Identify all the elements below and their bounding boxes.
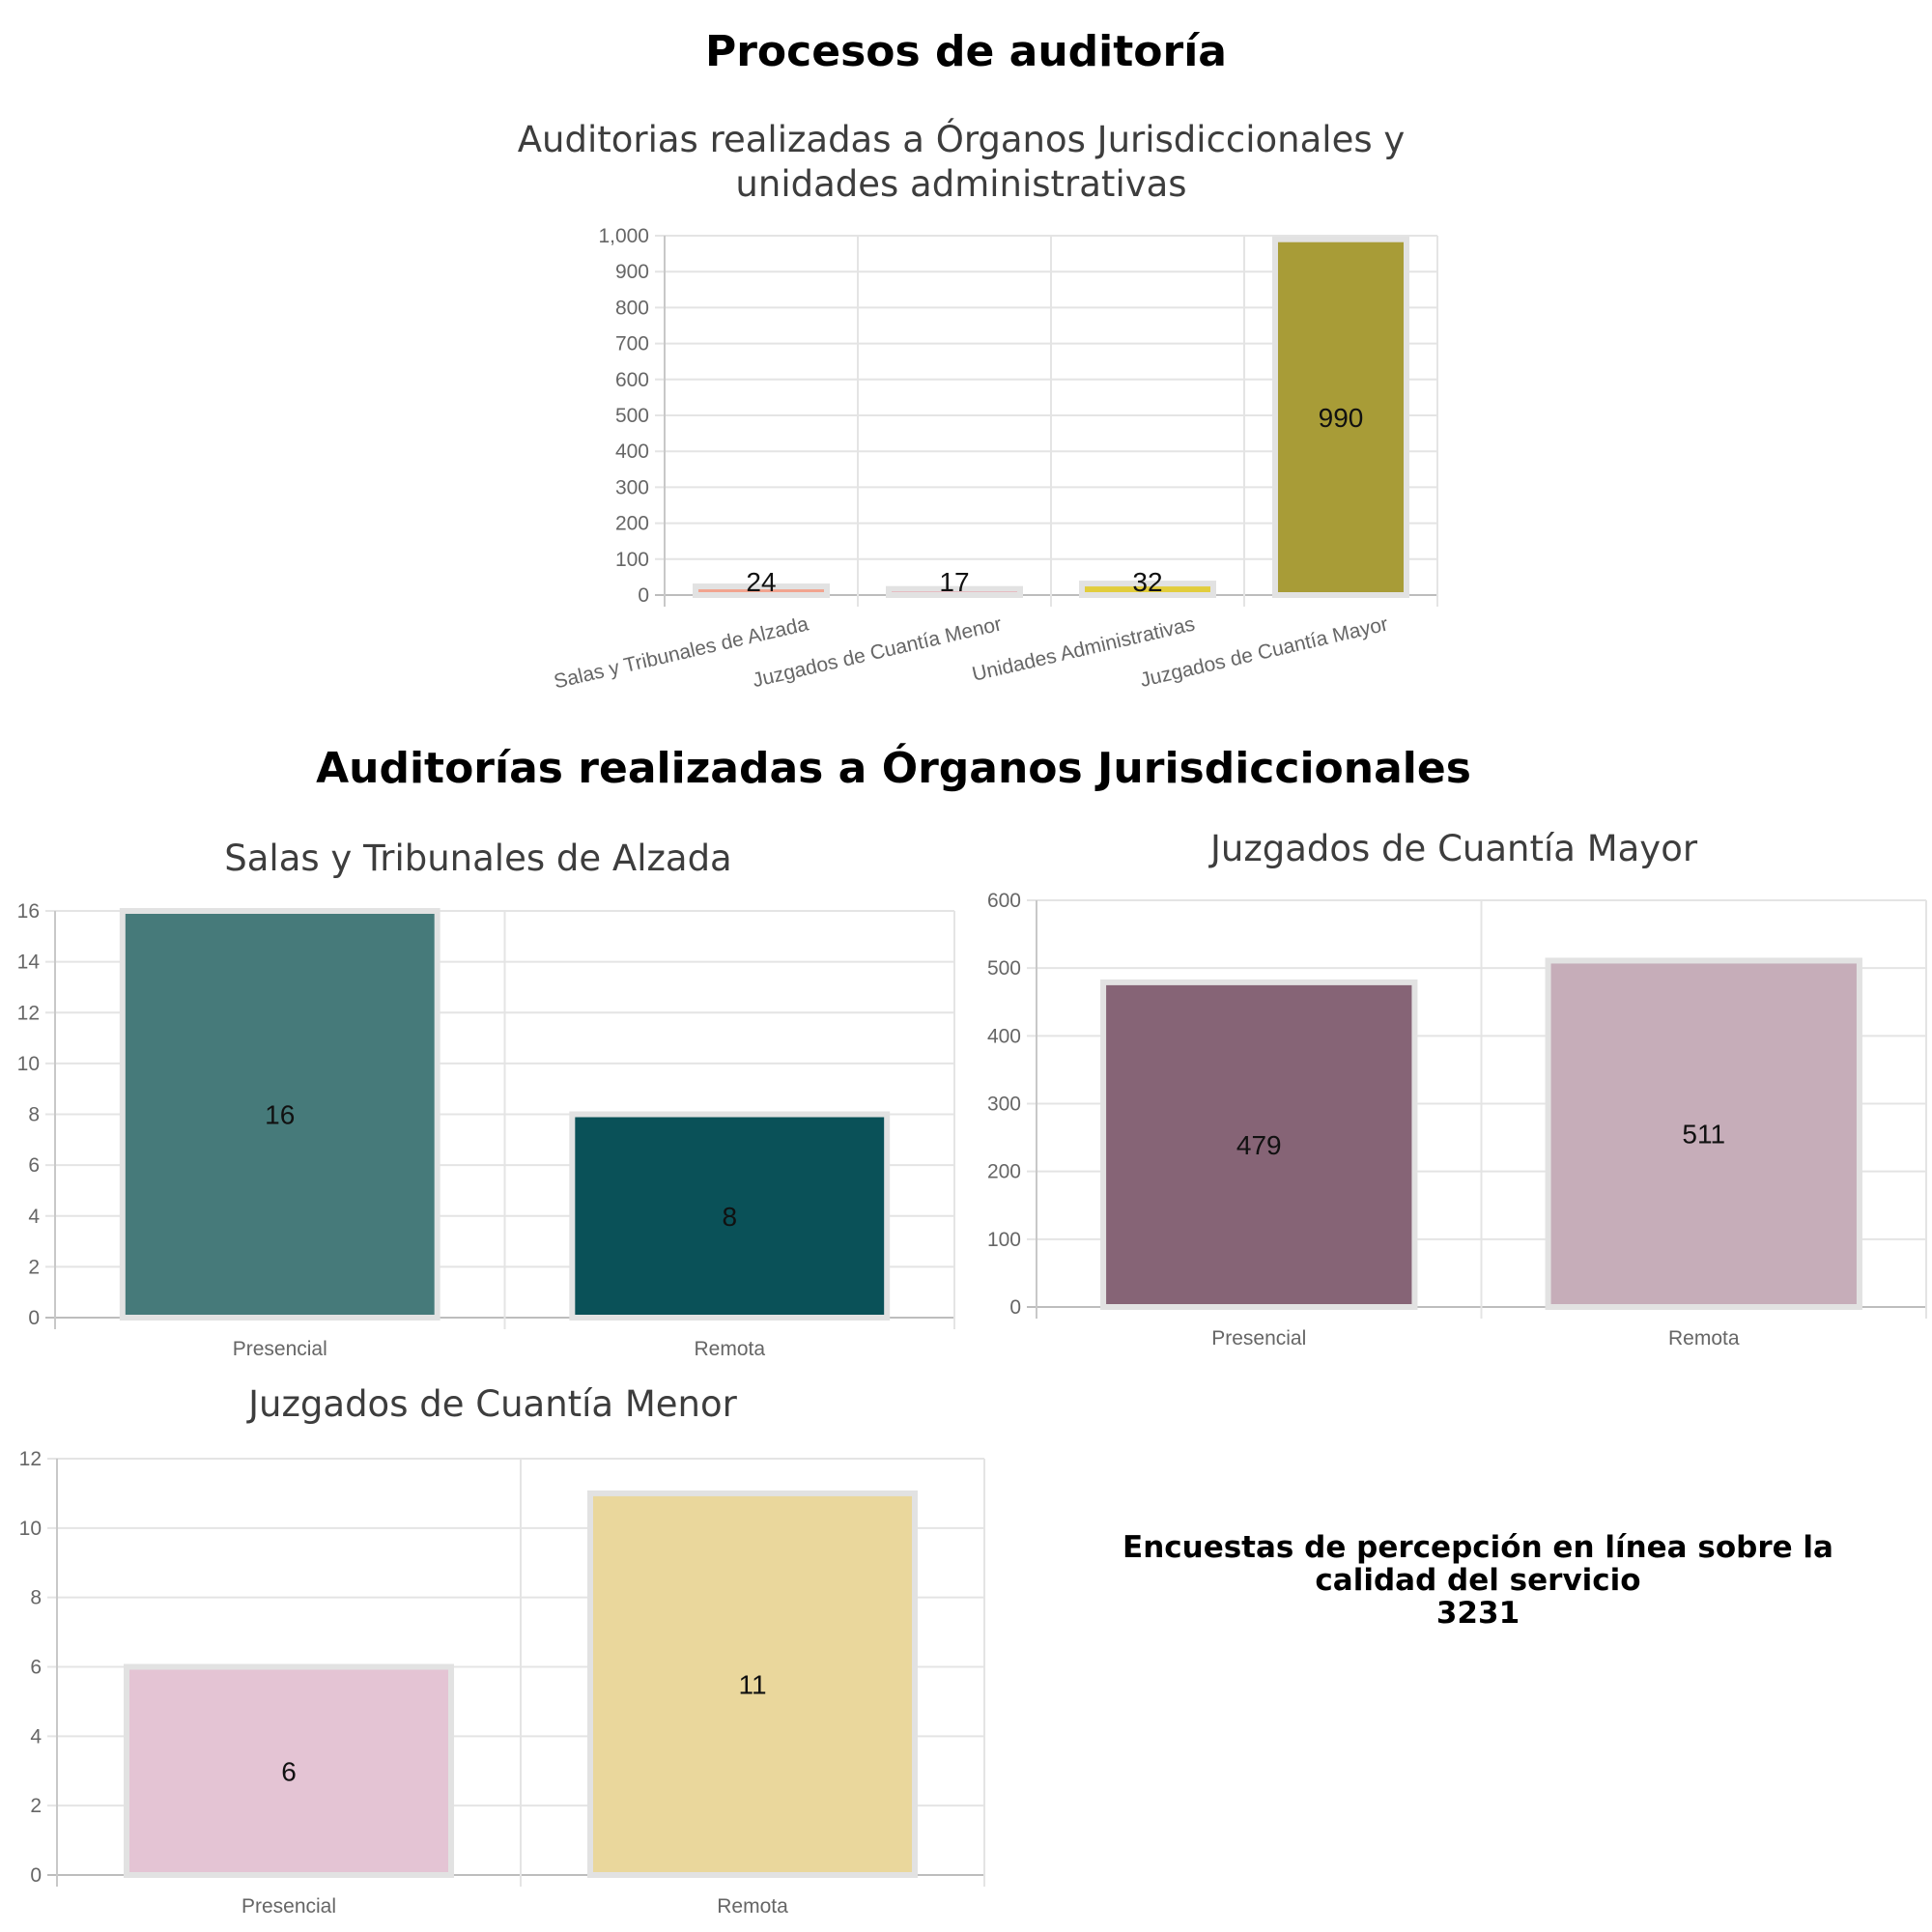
mayor-y-tick-label: 400 [987,1025,1021,1047]
overview-y-tick-label: 100 [615,549,649,571]
mayor-data-label: 511 [1682,1120,1725,1150]
mayor-data-label: 479 [1236,1130,1282,1160]
overview-data-label: 990 [1319,403,1364,433]
alzada-y-tick-label: 4 [28,1206,40,1228]
overview-data-label: 17 [939,567,969,597]
survey-label-line2: calidad del servicio [1315,1563,1641,1598]
mayor-x-tick-label: Remota [1668,1327,1740,1350]
menor-bar [124,1663,454,1878]
overview-y-tick-label: 1,000 [598,225,649,247]
alzada-y-tick-label: 12 [17,1002,40,1024]
alzada-y-tick-label: 8 [28,1104,40,1126]
alzada-y-tick-label: 10 [17,1053,40,1075]
menor-x-tick-label: Presencial [242,1895,336,1918]
alzada-y-tick-label: 0 [28,1307,40,1329]
mayor-bar [1100,979,1418,1310]
mayor-chart-title: Juzgados de Cuantía Mayor [1209,828,1698,869]
menor-x-tick-label: Remota [717,1895,788,1918]
alzada-y-tick-label: 2 [28,1256,40,1278]
alzada-chart-title: Salas y Tribunales de Alzada [224,838,732,879]
overview-chart-title: Auditorias realizadas a Órganos Jurisdic… [502,118,1420,207]
overview-y-tick-label: 400 [615,440,649,463]
alzada-data-label: 16 [265,1100,295,1130]
alzada-bar [119,908,440,1321]
overview-y-tick-label: 600 [615,369,649,391]
menor-data-label: 6 [281,1756,297,1786]
alzada-y-tick-label: 16 [17,900,40,923]
overview-title-line2: unidades administrativas [735,163,1187,205]
mayor-y-tick-label: 600 [987,890,1021,912]
overview-bar [886,585,1023,599]
overview-y-tick-label: 700 [615,333,649,355]
menor-y-tick-label: 12 [19,1448,42,1470]
overview-title-line1: Auditorias realizadas a Órganos Jurisdic… [517,119,1406,160]
page-title: Procesos de auditoría [704,27,1227,76]
overview-y-tick-label: 900 [615,261,649,283]
overview-y-tick-label: 200 [615,513,649,535]
survey-summary: Encuestas de percepción en línea sobre l… [1092,1531,1864,1630]
overview-bar [693,583,830,599]
survey-count: 3231 [1435,1596,1520,1631]
section-heading: Auditorías realizadas a Órganos Jurisdic… [316,744,1471,793]
overview-y-tick-label: 800 [615,297,649,319]
menor-data-label: 11 [738,1669,766,1699]
alzada-y-tick-label: 6 [28,1154,40,1177]
mayor-y-tick-label: 100 [987,1229,1021,1251]
menor-y-tick-label: 4 [30,1725,42,1747]
menor-y-tick-label: 6 [30,1657,42,1679]
mayor-x-tick-label: Presencial [1211,1327,1306,1350]
overview-bar [1272,236,1409,598]
alzada-y-tick-label: 14 [17,952,41,974]
menor-y-tick-label: 10 [19,1518,42,1540]
menor-y-tick-label: 2 [30,1795,42,1817]
overview-y-tick-label: 300 [615,476,649,498]
mayor-y-tick-label: 500 [987,957,1021,980]
menor-bar [587,1490,918,1878]
mayor-y-tick-label: 0 [1009,1296,1021,1319]
alzada-bar [569,1111,891,1321]
survey-label-line1: Encuestas de percepción en línea sobre l… [1122,1530,1833,1565]
overview-data-label: 32 [1132,567,1162,597]
overview-data-label: 24 [746,567,776,597]
alzada-x-tick-label: Remota [694,1338,765,1360]
alzada-data-label: 8 [722,1202,737,1232]
menor-chart-title: Juzgados de Cuantía Menor [248,1383,737,1425]
menor-y-tick-label: 8 [30,1587,42,1609]
alzada-x-tick-label: Presencial [233,1338,327,1360]
overview-y-tick-label: 0 [638,584,649,607]
mayor-y-tick-label: 300 [987,1094,1021,1116]
menor-y-tick-label: 0 [30,1864,42,1887]
overview-bar [1079,581,1216,599]
mayor-y-tick-label: 200 [987,1161,1021,1183]
mayor-bar [1545,957,1862,1310]
overview-y-tick-label: 500 [615,405,649,427]
